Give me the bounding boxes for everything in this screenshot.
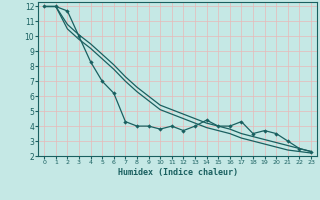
X-axis label: Humidex (Indice chaleur): Humidex (Indice chaleur) xyxy=(118,168,238,177)
